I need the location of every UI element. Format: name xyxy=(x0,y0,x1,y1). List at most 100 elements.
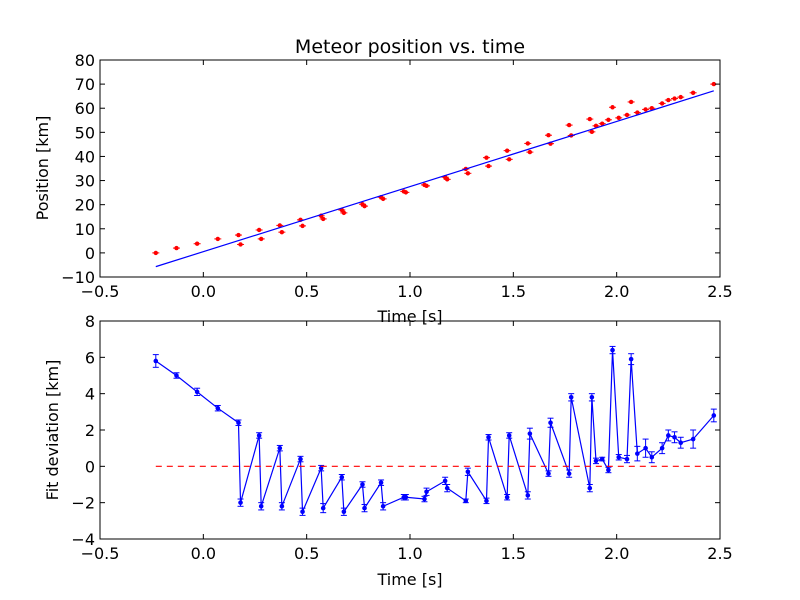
top-data-point xyxy=(606,117,611,122)
bottom-y-tick-label: 6 xyxy=(85,348,95,367)
bottom-data-point xyxy=(422,496,427,502)
top-y-tick-label: 80 xyxy=(75,51,95,70)
bottom-data-point xyxy=(236,420,241,426)
top-data-point xyxy=(362,203,367,209)
top-data-point xyxy=(628,99,634,105)
top-data-point xyxy=(593,123,599,129)
top-x-tick-label: −0.5 xyxy=(81,282,120,301)
top-data-point xyxy=(236,232,241,238)
top-data-point xyxy=(279,229,285,235)
bottom-y-tick-label: 2 xyxy=(85,421,95,440)
bottom-data-point xyxy=(628,356,634,362)
top-data-point xyxy=(321,216,326,222)
bottom-data-point xyxy=(360,482,365,487)
top-chart-marks xyxy=(152,81,718,268)
top-data-point xyxy=(666,97,671,103)
bottom-data-point xyxy=(484,498,489,504)
bottom-data-point xyxy=(215,405,221,411)
top-data-point xyxy=(600,121,605,126)
bottom-data-point xyxy=(587,485,593,491)
bottom-data-point xyxy=(506,433,512,438)
top-data-point xyxy=(465,171,471,176)
top-data-point xyxy=(259,236,264,242)
bottom-y-tick-label: −4 xyxy=(71,530,95,549)
bottom-data-point xyxy=(546,471,551,476)
bottom-data-point xyxy=(711,413,717,418)
top-y-tick-label: 50 xyxy=(75,123,95,142)
top-data-point xyxy=(566,122,572,128)
bottom-data-point xyxy=(678,440,684,446)
bottom-data-point xyxy=(659,445,665,451)
top-x-tick-label: 1.0 xyxy=(397,282,422,301)
bottom-y-tick-label: 4 xyxy=(85,385,95,404)
bottom-data-point xyxy=(153,358,159,364)
top-data-point xyxy=(215,236,220,242)
top-data-point xyxy=(424,183,429,189)
top-chart-y-axis-label: Position [km] xyxy=(33,116,52,221)
bottom-chart-x-axis-label: Time [s] xyxy=(376,570,442,589)
top-data-point xyxy=(643,107,648,112)
top-data-point xyxy=(672,96,677,101)
top-x-tick-label: 2.5 xyxy=(707,282,732,301)
bottom-data-point xyxy=(589,395,595,400)
top-data-point xyxy=(153,250,158,256)
top-data-point xyxy=(527,149,533,155)
top-data-point xyxy=(380,196,386,202)
top-x-tick-label: 2.0 xyxy=(604,282,629,301)
top-data-point xyxy=(525,141,530,146)
bottom-x-tick-label: 1.0 xyxy=(397,544,422,563)
top-x-tick-label: 1.5 xyxy=(501,282,526,301)
bottom-data-point xyxy=(666,433,671,438)
bottom-data-point xyxy=(300,509,305,515)
bottom-chart: −0.5 0.0 0.5 1.0 1.5 2.0 2.5 −4 −2 0 2 4 6 8 Time [s]… xyxy=(43,312,733,589)
top-y-tick-label: 0 xyxy=(85,244,95,263)
bottom-data-point xyxy=(320,505,326,511)
top-data-point xyxy=(507,157,512,162)
bottom-data-point xyxy=(277,445,283,451)
top-data-point xyxy=(624,112,630,118)
top-data-point xyxy=(649,106,654,111)
bottom-chart-marks xyxy=(152,345,717,516)
top-data-point xyxy=(403,190,409,195)
bottom-data-point xyxy=(568,395,574,400)
bottom-data-point xyxy=(174,373,179,378)
bottom-data-point xyxy=(318,465,324,471)
top-fit-line xyxy=(155,90,714,268)
bottom-x-tick-label: 0.0 xyxy=(191,544,216,563)
bottom-deviation-line xyxy=(155,350,715,514)
top-y-tick-label: 70 xyxy=(75,75,95,94)
bottom-x-tick-label: 1.5 xyxy=(501,544,526,563)
top-data-point xyxy=(589,129,595,135)
top-x-tick-label: 0.5 xyxy=(294,282,319,301)
top-data-point xyxy=(194,241,200,246)
bottom-data-point xyxy=(527,431,533,436)
bottom-data-point xyxy=(403,494,409,500)
bottom-data-point xyxy=(465,469,471,475)
bottom-data-point xyxy=(606,467,611,473)
bottom-y-tick-label: −2 xyxy=(71,494,95,513)
bottom-data-point xyxy=(256,433,262,438)
top-chart: Meteor position vs. time −0.5 0.0 0.5 1.0 1.… xyxy=(33,36,733,326)
top-y-tick-label: 20 xyxy=(75,196,95,215)
bottom-x-tick-label: 2.0 xyxy=(604,544,629,563)
top-data-point xyxy=(678,94,683,100)
bottom-data-point xyxy=(442,478,448,484)
bottom-data-point xyxy=(616,454,622,460)
bottom-data-point xyxy=(566,471,572,476)
bottom-chart-ticks: −0.5 0.0 0.5 1.0 1.5 2.0 2.5 −4 −2 0 2 4 6 8 xyxy=(71,312,732,563)
top-y-tick-label: 10 xyxy=(75,220,95,239)
top-data-point xyxy=(300,223,305,229)
bottom-data-point xyxy=(341,509,347,515)
bottom-data-point xyxy=(548,420,553,426)
top-data-point xyxy=(635,110,640,115)
top-x-tick-label: 0.0 xyxy=(191,282,216,301)
bottom-y-tick-label: 8 xyxy=(85,312,95,331)
top-y-tick-label: −10 xyxy=(61,268,95,287)
top-data-point xyxy=(659,101,665,106)
bottom-data-point xyxy=(279,504,285,509)
bottom-data-point xyxy=(635,451,640,456)
top-data-point xyxy=(486,163,491,169)
top-data-point xyxy=(546,133,551,138)
bottom-data-point xyxy=(649,454,655,460)
